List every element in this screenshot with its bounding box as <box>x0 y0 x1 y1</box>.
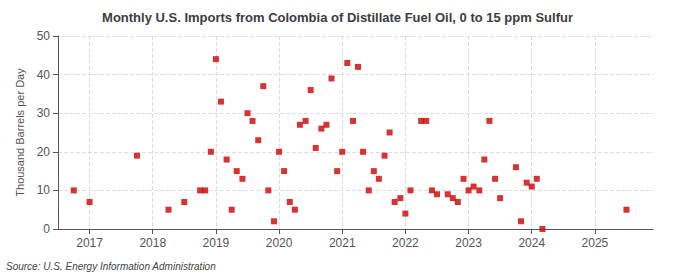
svg-text:2023: 2023 <box>455 236 482 250</box>
svg-text:10: 10 <box>37 183 51 197</box>
svg-text:2019: 2019 <box>203 236 230 250</box>
svg-text:Source: U.S. Energy Informatio: Source: U.S. Energy Information Administ… <box>6 261 216 272</box>
svg-text:2025: 2025 <box>582 236 609 250</box>
svg-text:Monthly U.S. Imports from Colo: Monthly U.S. Imports from Colombia of Di… <box>102 10 573 25</box>
svg-text:2020: 2020 <box>266 236 293 250</box>
svg-text:40: 40 <box>37 68 51 82</box>
svg-text:2024: 2024 <box>518 236 545 250</box>
svg-text:50: 50 <box>37 29 51 43</box>
svg-text:0: 0 <box>43 222 50 236</box>
svg-text:30: 30 <box>37 106 51 120</box>
svg-text:Thousand Barrels per Day: Thousand Barrels per Day <box>14 68 26 197</box>
svg-text:2018: 2018 <box>139 236 166 250</box>
svg-text:2022: 2022 <box>392 236 419 250</box>
svg-text:20: 20 <box>37 145 51 159</box>
svg-text:2017: 2017 <box>76 236 103 250</box>
svg-text:2021: 2021 <box>329 236 356 250</box>
